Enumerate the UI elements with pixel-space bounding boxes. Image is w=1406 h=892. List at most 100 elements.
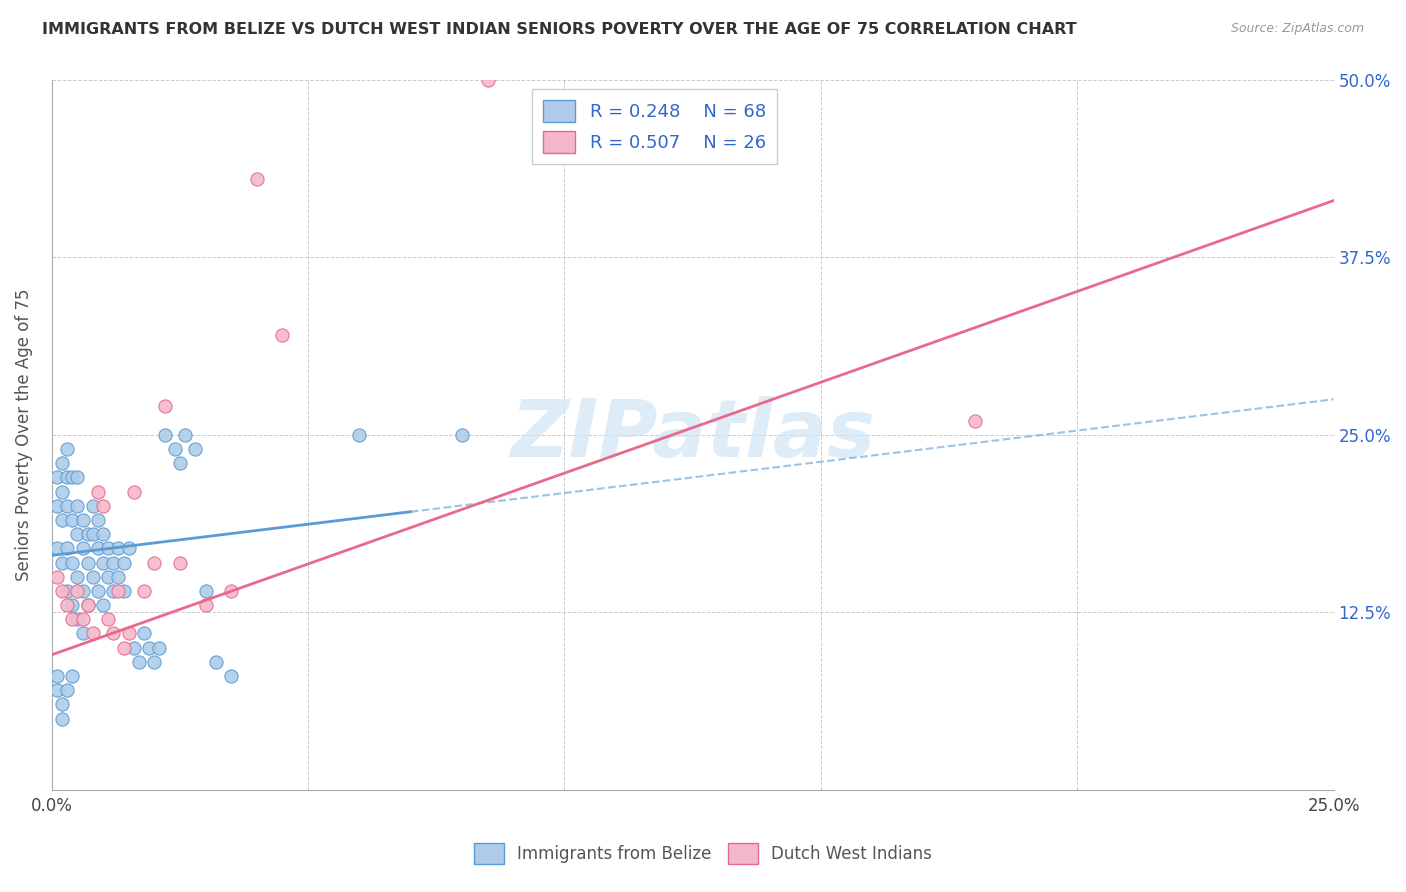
Point	[194, 598, 217, 612]
Point	[66, 527, 89, 541]
Point	[87, 541, 110, 556]
Point	[153, 400, 176, 414]
Point	[51, 698, 73, 712]
Point	[246, 172, 269, 186]
Point	[97, 541, 120, 556]
Point	[45, 570, 67, 584]
Point	[72, 513, 94, 527]
Point	[143, 556, 166, 570]
Point	[118, 626, 141, 640]
Point	[963, 414, 986, 428]
Point	[60, 598, 83, 612]
Text: Source: ZipAtlas.com: Source: ZipAtlas.com	[1230, 22, 1364, 36]
Point	[45, 541, 67, 556]
Point	[66, 583, 89, 598]
Point	[122, 640, 145, 655]
Point	[103, 626, 125, 640]
Point	[132, 583, 155, 598]
Point	[45, 683, 67, 698]
Point	[66, 612, 89, 626]
Point	[91, 556, 114, 570]
Point	[107, 541, 129, 556]
Point	[112, 583, 135, 598]
Point	[60, 612, 83, 626]
Point	[91, 527, 114, 541]
Point	[107, 570, 129, 584]
Point	[91, 499, 114, 513]
Point	[56, 598, 79, 612]
Point	[219, 669, 242, 683]
Point	[60, 513, 83, 527]
Point	[82, 626, 104, 640]
Point	[112, 640, 135, 655]
Point	[76, 556, 98, 570]
Point	[271, 328, 294, 343]
Point	[87, 513, 110, 527]
Point	[87, 583, 110, 598]
Point	[153, 427, 176, 442]
Point	[204, 655, 226, 669]
Point	[51, 556, 73, 570]
Point	[45, 669, 67, 683]
Point	[169, 556, 191, 570]
Point	[163, 442, 186, 456]
Point	[148, 640, 170, 655]
Point	[451, 427, 474, 442]
Point	[132, 626, 155, 640]
Point	[51, 456, 73, 470]
Point	[45, 499, 67, 513]
Point	[87, 484, 110, 499]
Point	[174, 427, 197, 442]
Point	[184, 442, 207, 456]
Point	[45, 470, 67, 484]
Point	[76, 598, 98, 612]
Point	[51, 513, 73, 527]
Point	[56, 541, 79, 556]
Legend: Immigrants from Belize, Dutch West Indians: Immigrants from Belize, Dutch West India…	[467, 837, 939, 871]
Point	[138, 640, 160, 655]
Point	[56, 499, 79, 513]
Point	[477, 73, 499, 87]
Point	[82, 499, 104, 513]
Point	[128, 655, 150, 669]
Point	[118, 541, 141, 556]
Point	[51, 712, 73, 726]
Point	[82, 570, 104, 584]
Point	[122, 484, 145, 499]
Point	[103, 556, 125, 570]
Point	[72, 626, 94, 640]
Point	[56, 442, 79, 456]
Point	[72, 583, 94, 598]
Point	[60, 669, 83, 683]
Point	[72, 541, 94, 556]
Text: IMMIGRANTS FROM BELIZE VS DUTCH WEST INDIAN SENIORS POVERTY OVER THE AGE OF 75 C: IMMIGRANTS FROM BELIZE VS DUTCH WEST IND…	[42, 22, 1077, 37]
Point	[60, 470, 83, 484]
Point	[66, 570, 89, 584]
Point	[107, 583, 129, 598]
Point	[349, 427, 371, 442]
Point	[51, 583, 73, 598]
Point	[97, 612, 120, 626]
Point	[103, 583, 125, 598]
Y-axis label: Seniors Poverty Over the Age of 75: Seniors Poverty Over the Age of 75	[15, 288, 32, 581]
Point	[66, 499, 89, 513]
Text: ZIPatlas: ZIPatlas	[510, 396, 875, 474]
Point	[56, 683, 79, 698]
Point	[51, 484, 73, 499]
Point	[76, 527, 98, 541]
Point	[60, 556, 83, 570]
Legend: R = 0.248    N = 68, R = 0.507    N = 26: R = 0.248 N = 68, R = 0.507 N = 26	[531, 89, 776, 164]
Point	[219, 583, 242, 598]
Point	[112, 556, 135, 570]
Point	[194, 583, 217, 598]
Point	[56, 583, 79, 598]
Point	[82, 527, 104, 541]
Point	[169, 456, 191, 470]
Point	[56, 470, 79, 484]
Point	[66, 470, 89, 484]
Point	[143, 655, 166, 669]
Point	[76, 598, 98, 612]
Point	[97, 570, 120, 584]
Point	[72, 612, 94, 626]
Point	[91, 598, 114, 612]
